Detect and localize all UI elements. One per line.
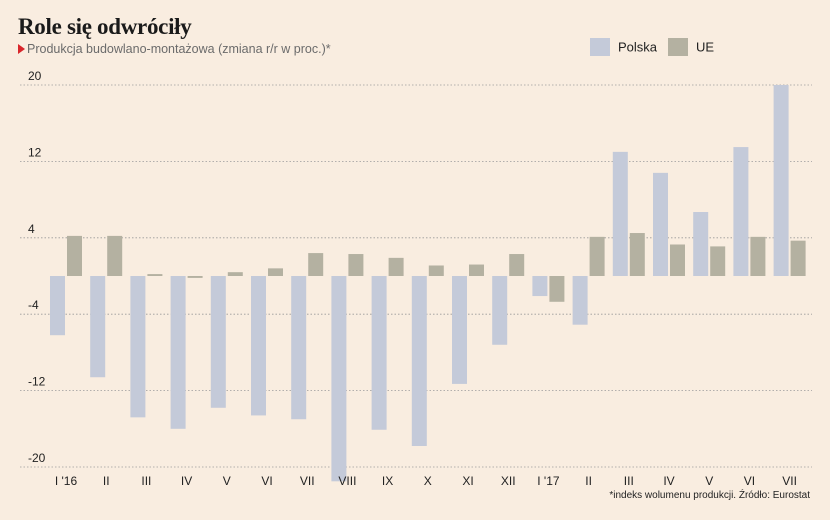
bar-ue-10 xyxy=(469,264,484,276)
bar-polska-4 xyxy=(210,276,226,408)
x-tick-label: III xyxy=(624,474,634,488)
x-tick-label: XII xyxy=(501,474,516,488)
legend-item-polska: Polska xyxy=(590,38,657,56)
bar-ue-7 xyxy=(348,254,364,276)
x-tick-label: II xyxy=(585,474,592,488)
bar-ue-5 xyxy=(268,268,283,276)
legend-label-ue: UE xyxy=(696,39,715,55)
y-tick-label: -4 xyxy=(28,298,39,312)
x-tick-label: IV xyxy=(663,474,674,488)
bar-polska-0 xyxy=(50,276,65,336)
bar-polska-16 xyxy=(693,212,709,276)
x-tick-label: IV xyxy=(181,474,192,488)
legend-swatch-ue xyxy=(668,38,688,56)
x-tick-label: VII xyxy=(300,474,315,488)
bar-ue-13 xyxy=(589,236,605,276)
x-tick-label: XI xyxy=(462,474,473,488)
bar-polska-7 xyxy=(331,276,347,482)
x-tick-label: VII xyxy=(782,474,797,488)
x-tick-label: IX xyxy=(382,474,393,488)
bar-polska-1 xyxy=(90,276,106,378)
bar-polska-15 xyxy=(653,172,668,276)
bar-polska-13 xyxy=(572,276,588,325)
bar-polska-12 xyxy=(532,276,548,297)
bar-polska-6 xyxy=(291,276,307,420)
y-tick-label: -20 xyxy=(28,451,46,465)
bar-ue-2 xyxy=(147,274,163,276)
y-tick-label: 20 xyxy=(28,69,42,83)
x-tick-label: VI xyxy=(261,474,272,488)
y-tick-label: 12 xyxy=(28,145,42,159)
bar-ue-18 xyxy=(790,240,806,276)
legend-swatch-polska xyxy=(590,38,610,56)
x-tick-label: VIII xyxy=(338,474,356,488)
bar-ue-3 xyxy=(187,276,203,278)
bar-ue-8 xyxy=(388,257,404,276)
legend-item-ue: UE xyxy=(668,38,714,56)
y-tick-label: -12 xyxy=(28,375,46,389)
x-tick-label: X xyxy=(424,474,432,488)
x-tick-label: I '16 xyxy=(55,474,78,488)
x-tick-label: III xyxy=(141,474,151,488)
bar-polska-5 xyxy=(251,276,266,416)
chart-title: Role się odwróciły xyxy=(18,14,192,39)
bar-polska-11 xyxy=(492,276,508,345)
x-tick-label: II xyxy=(103,474,110,488)
chart-subtitle: Produkcja budowlano-montażowa (zmiana r/… xyxy=(18,42,331,56)
bar-ue-6 xyxy=(308,253,324,276)
bar-ue-0 xyxy=(67,235,82,276)
bar-ue-4 xyxy=(227,272,243,276)
bar-polska-14 xyxy=(612,151,628,276)
bar-ue-16 xyxy=(710,246,726,276)
x-tick-label: VI xyxy=(744,474,755,488)
bar-polska-3 xyxy=(170,276,186,429)
x-tick-label: V xyxy=(705,474,713,488)
bar-ue-17 xyxy=(750,236,766,276)
bar-polska-18 xyxy=(773,85,789,276)
bar-ue-14 xyxy=(629,233,645,276)
footnote: *indeks wolumenu produkcji. Źródło: Euro… xyxy=(609,490,810,501)
bar-polska-9 xyxy=(411,276,427,446)
x-tick-label: I '17 xyxy=(537,474,560,488)
bar-ue-12 xyxy=(549,276,565,302)
subtitle-text: Produkcja budowlano-montażowa (zmiana r/… xyxy=(27,42,331,56)
bar-polska-10 xyxy=(452,276,467,384)
subtitle-marker-icon xyxy=(18,44,25,54)
bar-ue-11 xyxy=(509,254,525,276)
bar-polska-8 xyxy=(371,276,387,430)
bar-ue-9 xyxy=(428,265,444,276)
bar-polska-2 xyxy=(130,276,146,418)
bar-polska-17 xyxy=(733,147,749,276)
bar-ue-15 xyxy=(670,244,685,276)
x-tick-label: V xyxy=(223,474,231,488)
y-tick-label: 4 xyxy=(28,222,35,236)
legend-label-polska: Polska xyxy=(618,39,658,55)
bar-ue-1 xyxy=(107,235,123,276)
